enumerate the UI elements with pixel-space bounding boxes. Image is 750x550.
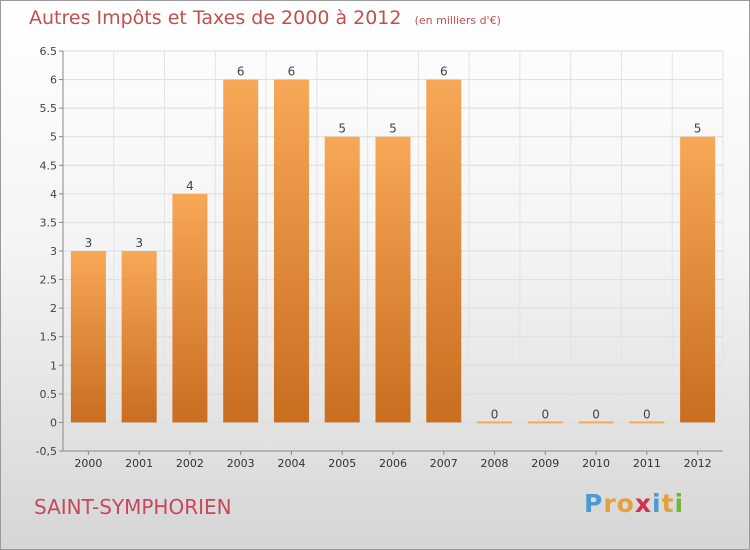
x-tick-label: 2000 [74,457,102,470]
logo-letter: r [603,489,617,518]
y-tick-label: 6.5 [40,45,58,58]
logo-letter: i [652,489,662,518]
bar [324,136,360,423]
y-tick-label: 5 [50,131,57,144]
data-label: 0 [643,407,651,421]
x-tick-label: 2009 [531,457,559,470]
data-labels: 3 3 4 6 6 5 5 6 0 0 0 0 5 [85,65,702,422]
bars [70,79,716,424]
logo-letter: o [616,489,635,518]
data-label: 5 [694,122,702,136]
x-tick-label: 2004 [277,457,305,470]
y-tick-label: 6 [50,74,57,87]
place-name: SAINT-SYMPHORIEN [34,495,232,519]
x-tick-label: 2003 [227,457,255,470]
data-label: 6 [237,65,245,79]
x-tick-label: 2008 [481,457,509,470]
y-tick-label: 4.5 [40,159,58,172]
bar [172,193,208,423]
bar [527,421,563,424]
bar [426,79,462,423]
y-tick-label: 5.5 [40,102,58,115]
data-label: 0 [541,407,549,421]
x-tick-label: 2012 [684,457,712,470]
x-tick-label: 2011 [633,457,661,470]
data-label: 0 [592,407,600,421]
y-tick-label: 0 [50,416,57,429]
x-tick-label: 2007 [430,457,458,470]
x-tick-label: 2002 [176,457,204,470]
data-label: 3 [135,236,143,250]
x-tick-label: 2001 [125,457,153,470]
data-label: 5 [389,122,397,136]
bar [375,136,411,423]
bar [477,421,513,424]
y-tick-label: -0,5 [36,445,57,458]
logo-letter: P [584,489,604,518]
y-tick-label: 4 [50,188,57,201]
y-tick-label: 0.5 [40,388,58,401]
x-tick-label: 2005 [328,457,356,470]
logo-letter: i [674,489,685,518]
bar [223,79,259,423]
x-tick-label: 2006 [379,457,407,470]
data-label: 6 [288,65,296,79]
bar [70,251,106,423]
y-tick-label: 2.5 [40,274,58,287]
data-label: 4 [186,179,194,193]
axes: -0,5 0 0.5 1 1.5 2 2.5 3 3.5 4 4.5 5 5.5 6 6.5 2000 2001… [36,45,723,470]
chart-title: Autres Impôts et Taxes de 2000 à 2012 [29,7,402,29]
bar [629,421,665,424]
x-tick-label: 2010 [582,457,610,470]
y-tick-label: 2 [50,302,57,315]
data-label: 0 [491,407,499,421]
data-label: 6 [440,65,448,79]
bar [578,421,614,424]
y-tick-label: 3.5 [40,216,58,229]
y-tick-label: 1.5 [40,331,58,344]
title-row: Autres Impôts et Taxes de 2000 à 2012 (e… [29,7,501,29]
logo-letter: x [634,489,652,518]
bar [273,79,309,423]
y-tick-label: 3 [50,245,57,258]
proxiti-logo: Proxiti [584,489,684,518]
chart-subtitle: (en milliers d'€) [414,14,501,27]
bar [680,136,716,423]
logo-letter: t [661,489,675,518]
bar [121,251,157,423]
data-label: 5 [338,122,346,136]
data-label: 3 [85,236,93,250]
y-tick-label: 1 [50,359,57,372]
